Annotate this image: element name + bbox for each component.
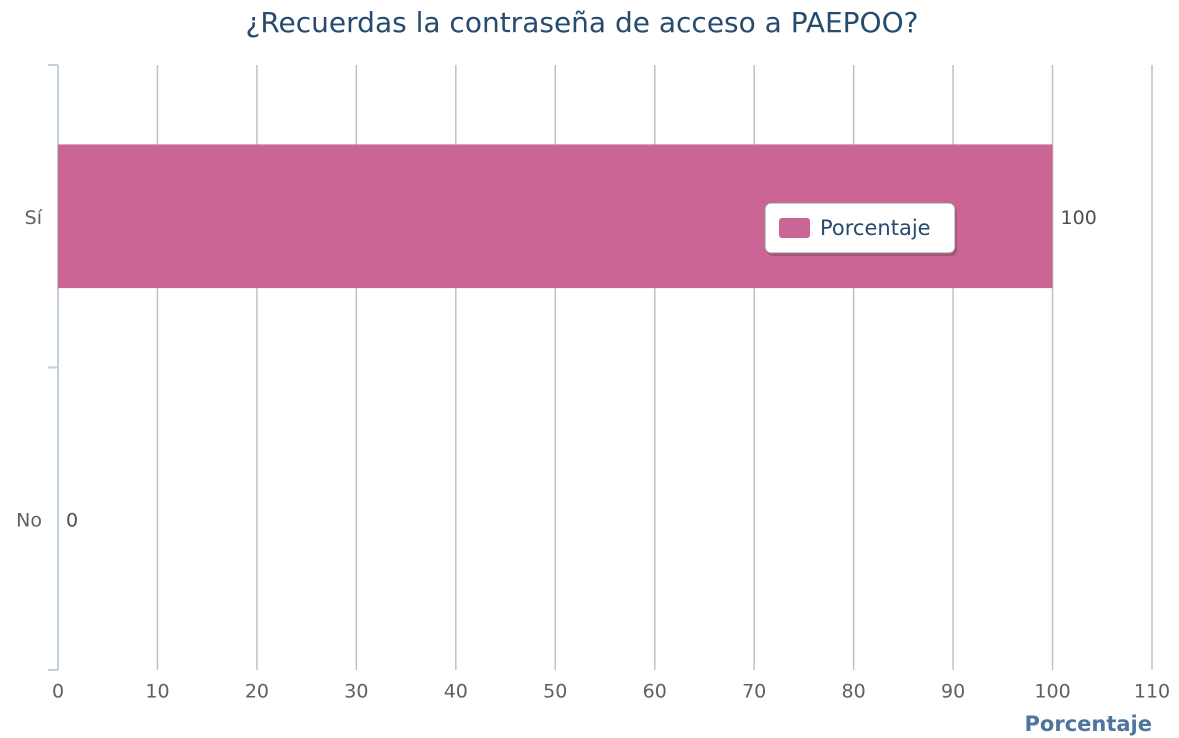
x-tick-label: 100 [1034, 681, 1070, 703]
x-tick-label: 10 [145, 681, 169, 703]
legend: Porcentaje [764, 202, 957, 256]
x-tick-label: 50 [543, 681, 567, 703]
x-tick-label: 0 [52, 681, 64, 703]
x-tick-label: 20 [245, 681, 269, 703]
x-tick-label: 30 [344, 681, 368, 703]
x-axis-label: Porcentaje [1025, 712, 1152, 736]
legend-box [764, 202, 956, 254]
x-tick-label: 70 [742, 681, 766, 703]
data-label: 100 [1061, 207, 1097, 229]
x-tick-label: 110 [1134, 681, 1170, 703]
x-tick-label: 90 [941, 681, 965, 703]
y-tick-label: Sí [25, 207, 43, 229]
legend-swatch [779, 218, 810, 238]
x-tick-label: 60 [643, 681, 667, 703]
legend-label: Porcentaje [820, 216, 931, 240]
y-tick-label: No [16, 509, 42, 531]
x-tick-label: 80 [842, 681, 866, 703]
chart-title: ¿Recuerdas la contraseña de acceso a PAE… [246, 6, 919, 39]
data-label: 0 [66, 509, 78, 531]
x-tick-label: 40 [444, 681, 468, 703]
